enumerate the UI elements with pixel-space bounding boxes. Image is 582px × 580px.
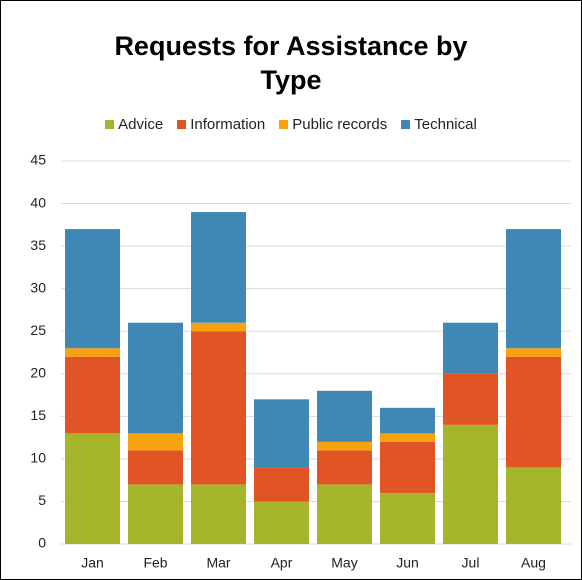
legend-swatch xyxy=(279,120,289,129)
legend-item: Information xyxy=(177,116,265,133)
bar-segment xyxy=(128,450,183,485)
bar-segment xyxy=(191,484,246,544)
bar-segment xyxy=(443,322,498,374)
y-tick-label: 10 xyxy=(30,450,46,466)
bar-segment xyxy=(191,322,246,332)
x-tick-label: May xyxy=(331,555,357,571)
bar-segment xyxy=(380,433,435,442)
y-tick-label: 5 xyxy=(38,492,46,508)
bar-segment xyxy=(128,433,183,451)
legend-label: Technical xyxy=(414,116,477,133)
y-tick-label: 15 xyxy=(30,407,46,423)
y-tick-label: 0 xyxy=(38,535,46,551)
chart-title: Requests for Assistance by Type xyxy=(114,31,468,95)
y-tick-label: 20 xyxy=(30,364,46,380)
legend-label: Advice xyxy=(118,116,164,133)
bar-segment xyxy=(254,399,309,468)
x-tick-label: Aug xyxy=(521,555,546,571)
bar-segment xyxy=(254,467,309,502)
bar-segment xyxy=(191,212,246,323)
bar-segment xyxy=(506,348,561,357)
x-tick-label: Feb xyxy=(143,555,167,571)
bar-segment xyxy=(317,450,372,485)
bar-segment xyxy=(380,441,435,493)
y-tick-label: 25 xyxy=(30,322,46,338)
bar-segment xyxy=(65,433,120,544)
y-tick-label: 40 xyxy=(30,194,46,210)
bar-segment xyxy=(254,501,309,544)
bar-segment xyxy=(506,356,561,468)
x-tick-label: Jul xyxy=(462,555,480,571)
y-tick-label: 30 xyxy=(30,279,46,295)
bar-segment xyxy=(128,484,183,544)
bar-segment xyxy=(506,467,561,544)
legend-item: Advice xyxy=(105,116,163,133)
bar-segment xyxy=(443,373,498,425)
bar-segment xyxy=(380,492,435,544)
legend-swatch xyxy=(105,120,115,129)
y-tick-label: 35 xyxy=(30,237,46,253)
x-tick-label: Apr xyxy=(271,555,293,571)
legend-label: Information xyxy=(190,116,266,133)
legend: Advice Information Public records Technical xyxy=(1,116,581,133)
bar-segment xyxy=(317,390,372,442)
legend-item: Public records xyxy=(279,116,387,133)
bar-segment xyxy=(443,424,498,544)
y-tick-label: 45 xyxy=(30,152,46,168)
bar-segment xyxy=(191,331,246,485)
bar-segment xyxy=(506,229,561,349)
legend-item: Technical xyxy=(401,116,477,133)
x-tick-label: Jan xyxy=(81,555,104,571)
bar-segment xyxy=(65,356,120,434)
bar-segment xyxy=(65,348,120,357)
bar-segment xyxy=(317,484,372,544)
bar-segment xyxy=(128,322,183,434)
bar-segment xyxy=(317,441,372,451)
x-tick-label: Jun xyxy=(396,555,419,571)
bar-segment xyxy=(380,407,435,434)
legend-swatch xyxy=(177,120,187,129)
x-tick-label: Mar xyxy=(206,555,230,571)
bar-segment xyxy=(65,229,120,349)
legend-swatch xyxy=(401,120,411,129)
legend-label: Public records xyxy=(292,116,388,133)
